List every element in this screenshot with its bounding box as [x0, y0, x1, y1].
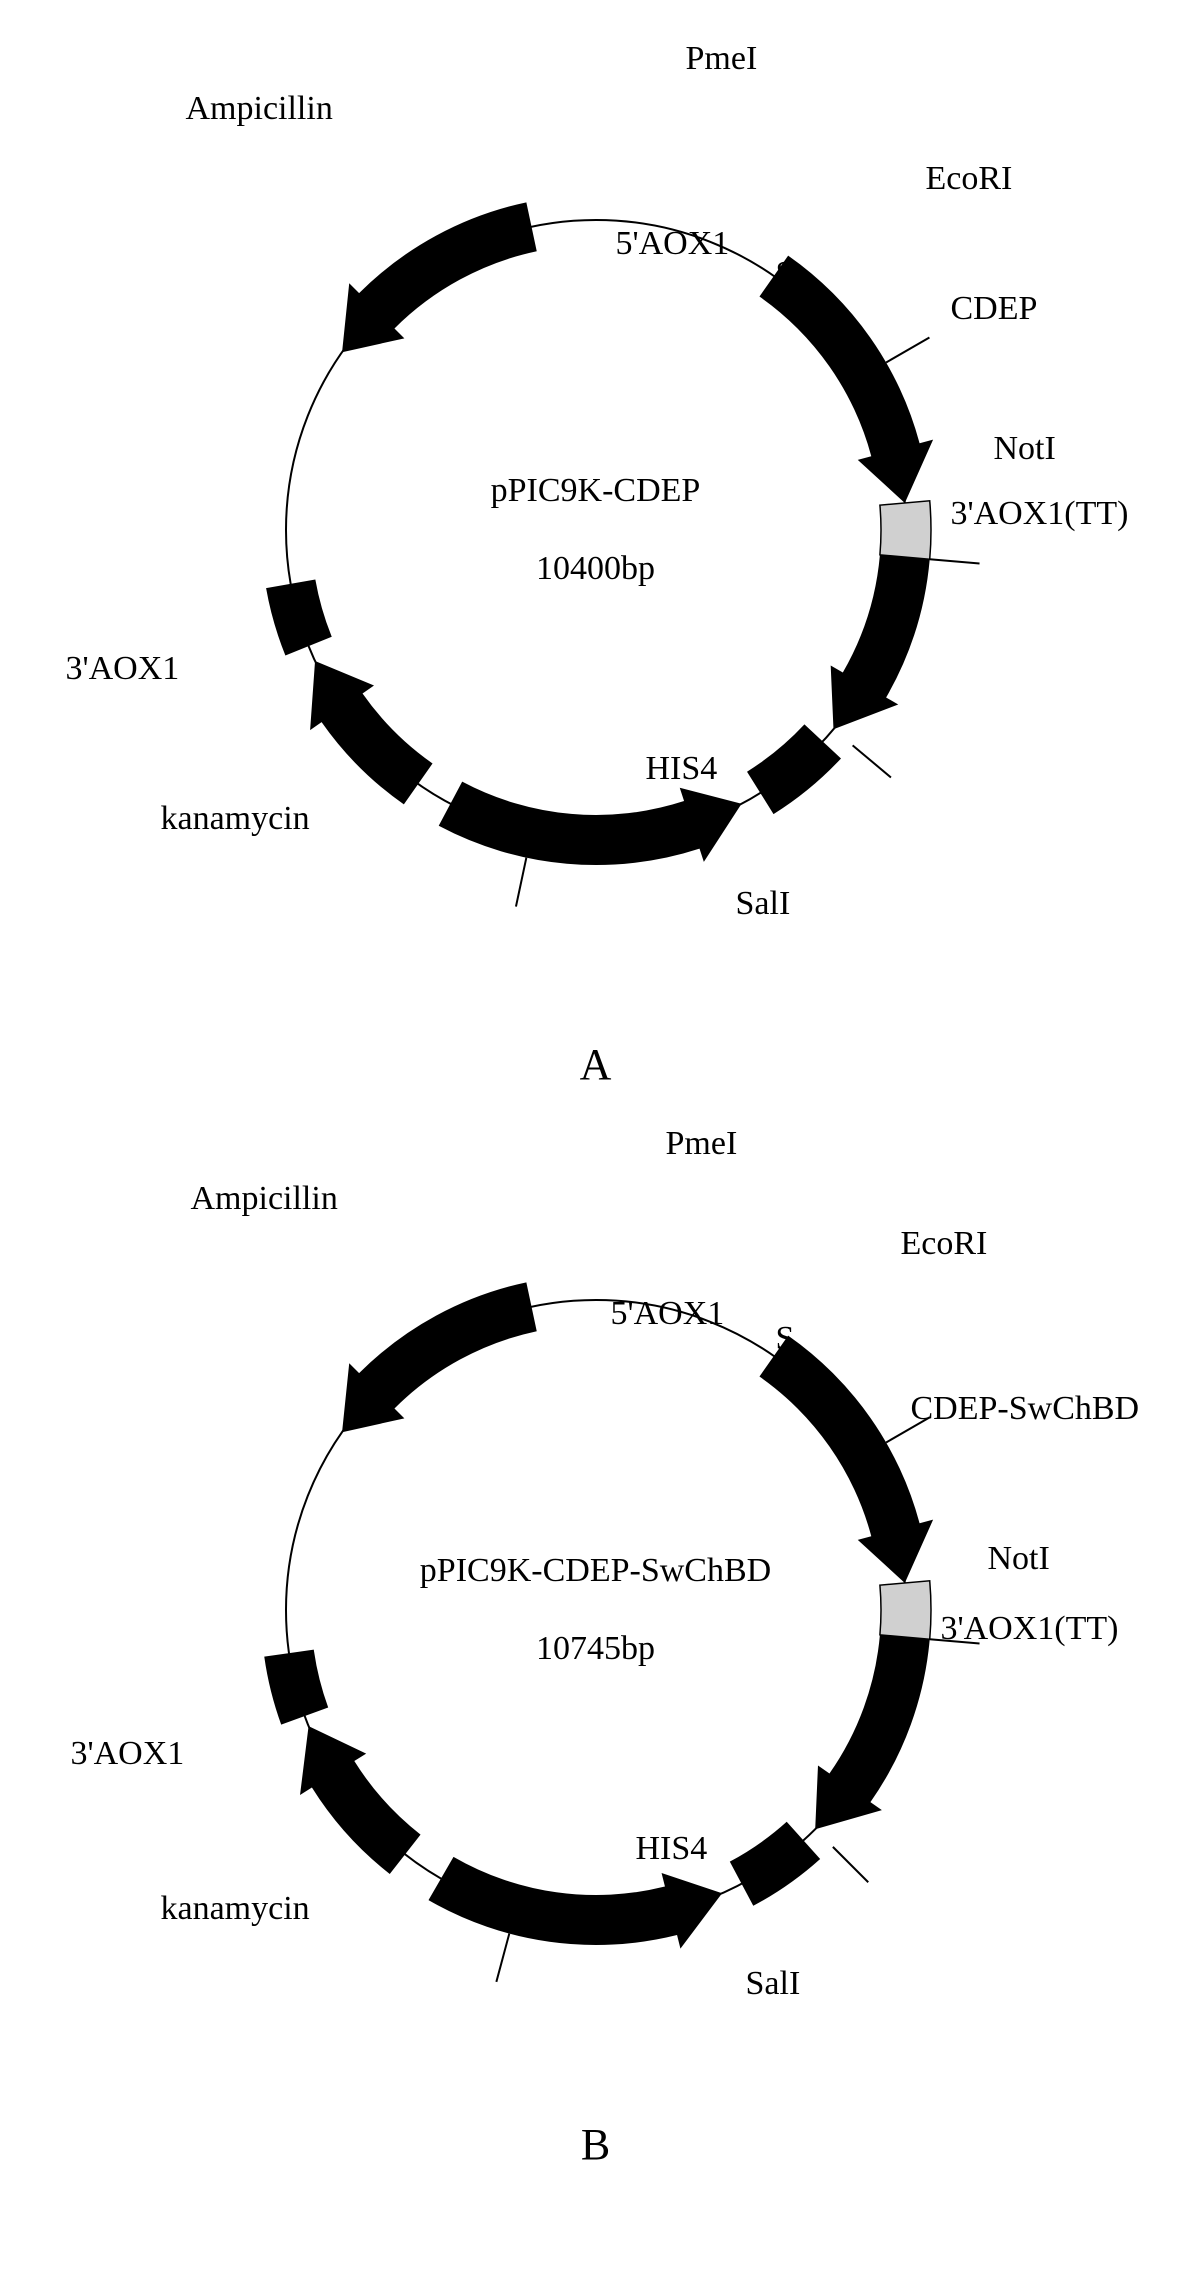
feature-3-aox1: [266, 579, 332, 655]
label-kanamycin: kanamycin: [161, 1890, 310, 1928]
label-cdep-swchbd: CDEP-SwChBD: [911, 1390, 1140, 1428]
label-5-aox1: 5'AOX1: [616, 225, 730, 263]
plasmid-b-center: pPIC9K-CDEP-SwChBD 10745bp: [420, 1552, 771, 1668]
feature-cdep-swchbd: [815, 1635, 930, 1829]
label-noti: NotI: [994, 430, 1056, 468]
label-kanamycin: kanamycin: [161, 800, 310, 838]
site-line-noti: [852, 745, 890, 777]
label-s: S: [776, 1320, 795, 1358]
label-noti: NotI: [988, 1540, 1050, 1578]
site-line-sali: [515, 858, 525, 907]
feature-3-aox1: [264, 1650, 328, 1725]
label-pmei: PmeI: [666, 1125, 738, 1163]
feature-cdep: [830, 555, 929, 729]
label-ampicillin: Ampicillin: [191, 1180, 338, 1218]
plasmid-a-name: pPIC9K-CDEP: [491, 472, 701, 510]
label-s: S: [776, 255, 795, 293]
label-3-aox1: 3'AOX1: [71, 1735, 185, 1773]
plasmid-a-wrapper: pPIC9K-CDEP 10400bp PmeI EcoRI 5'AOX1 S CDEP…: [46, 30, 1146, 1030]
label-3-aox1-tt-: 3'AOX1(TT): [941, 1610, 1119, 1648]
feature-s: [879, 1581, 930, 1639]
site-line-sali: [496, 1934, 509, 1982]
label-3-aox1-tt-: 3'AOX1(TT): [951, 495, 1129, 533]
feature-his4: [428, 1857, 722, 1949]
plasmid-b-name: pPIC9K-CDEP-SwChBD: [420, 1552, 771, 1590]
panel-b-label: B: [581, 2119, 610, 2170]
site-line-ecori: [929, 559, 979, 563]
label-ampicillin: Ampicillin: [186, 90, 333, 128]
label-5-aox1: 5'AOX1: [611, 1295, 725, 1333]
feature-kanamycin: [300, 1726, 421, 1874]
feature-5-aox1: [759, 1336, 933, 1583]
label-sali: SalI: [736, 885, 791, 923]
plasmid-a-center: pPIC9K-CDEP 10400bp: [491, 472, 701, 588]
feature-ampicillin: [342, 1282, 537, 1432]
label-sali: SalI: [746, 1965, 801, 2003]
site-line-noti: [832, 1847, 867, 1882]
feature-his4: [438, 782, 741, 865]
figure-container: pPIC9K-CDEP 10400bp PmeI EcoRI 5'AOX1 S CDEP…: [30, 30, 1161, 2110]
plasmid-a-size: 10400bp: [491, 550, 701, 588]
site-line-pmei: [886, 338, 929, 363]
label-his4: HIS4: [636, 1830, 708, 1868]
label-ecori: EcoRI: [926, 160, 1013, 198]
feature-ampicillin: [342, 202, 537, 352]
panel-a-label: A: [580, 1039, 612, 1090]
label-ecori: EcoRI: [901, 1225, 988, 1263]
label-pmei: PmeI: [686, 40, 758, 78]
label-cdep: CDEP: [951, 290, 1038, 328]
plasmid-b-size: 10745bp: [420, 1630, 771, 1668]
feature-kanamycin: [310, 661, 432, 804]
label-3-aox1: 3'AOX1: [66, 650, 180, 688]
feature-s: [879, 501, 930, 559]
label-his4: HIS4: [646, 750, 718, 788]
plasmid-b-wrapper: pPIC9K-CDEP-SwChBD 10745bp PmeI EcoRI 5'AO…: [46, 1110, 1146, 2110]
feature-3-aox1-tt-: [729, 1822, 819, 1906]
